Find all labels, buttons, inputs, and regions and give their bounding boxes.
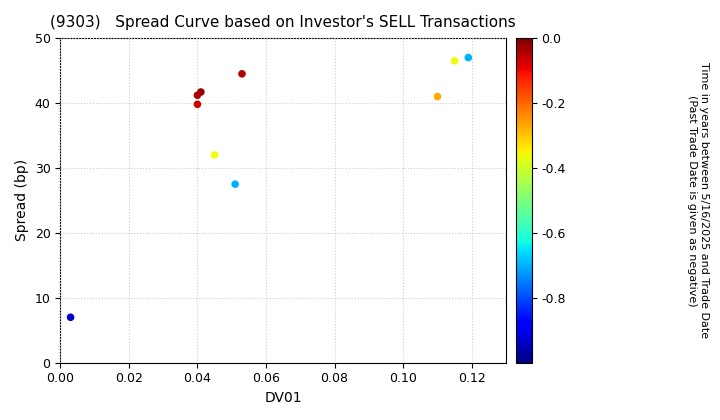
Point bbox=[462, 54, 474, 61]
Point bbox=[230, 181, 241, 188]
Point bbox=[192, 101, 203, 108]
Title: (9303)   Spread Curve based on Investor's SELL Transactions: (9303) Spread Curve based on Investor's … bbox=[50, 15, 516, 30]
Point bbox=[209, 152, 220, 158]
X-axis label: DV01: DV01 bbox=[264, 391, 302, 405]
Y-axis label: Time in years between 5/16/2025 and Trade Date
(Past Trade Date is given as nega: Time in years between 5/16/2025 and Trad… bbox=[687, 62, 708, 339]
Point bbox=[65, 314, 76, 320]
Point bbox=[236, 71, 248, 77]
Point bbox=[192, 92, 203, 99]
Point bbox=[449, 58, 460, 64]
Y-axis label: Spread (bp): Spread (bp) bbox=[15, 159, 29, 242]
Point bbox=[195, 89, 207, 95]
Point bbox=[432, 93, 444, 100]
